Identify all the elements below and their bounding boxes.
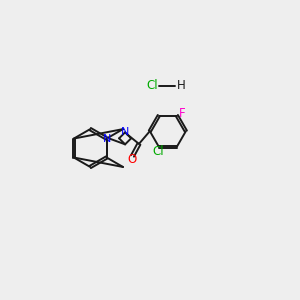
Text: F: F (178, 107, 185, 120)
Text: Cl: Cl (153, 146, 164, 158)
Text: Cl: Cl (147, 79, 158, 92)
Text: N: N (102, 134, 111, 144)
Text: O: O (128, 153, 137, 166)
Text: N: N (121, 127, 129, 137)
Text: H: H (176, 79, 185, 92)
